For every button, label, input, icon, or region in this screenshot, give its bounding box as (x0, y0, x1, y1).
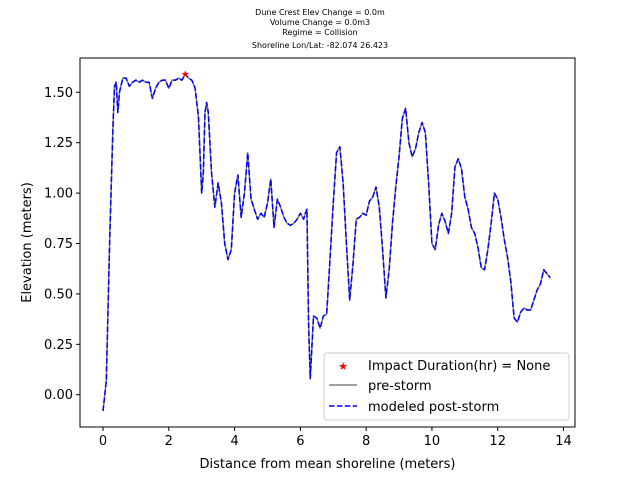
legend-item-pre-storm: pre-storm (368, 379, 432, 394)
x-tick-label: 8 (362, 434, 370, 449)
axes-frame (79, 57, 576, 428)
y-tick-label: 0.00 (44, 388, 73, 403)
x-tick-label: 4 (230, 434, 238, 449)
x-tick-label: 10 (424, 434, 441, 449)
legend-item-modeled-post-storm: modeled post-storm (368, 400, 499, 415)
x-axis: 0 2 4 6 8 10 12 14 (99, 427, 572, 449)
x-axis-label: Distance from mean shoreline (meters) (200, 457, 456, 472)
series-line-modeled-post-storm (102, 73, 551, 411)
plot-area: ★ (102, 70, 551, 411)
y-tick-label: 1.25 (44, 136, 73, 151)
y-tick-label: 1.50 (44, 86, 73, 101)
y-tick-label: 1.00 (44, 187, 73, 202)
chart-title-line-3: Regime = Collision (282, 28, 358, 37)
x-tick-label: 12 (489, 434, 506, 449)
y-tick-label: 0.25 (44, 338, 73, 353)
x-tick-label: 0 (99, 434, 107, 449)
x-tick-label: 14 (555, 434, 572, 449)
legend-star-icon: ★ (338, 360, 348, 373)
x-tick-label: 6 (296, 434, 304, 449)
y-axis-label: Elevation (meters) (20, 182, 35, 303)
impact-duration-star-marker: ★ (181, 70, 190, 81)
legend-item-impact-duration: Impact Duration(hr) = None (368, 359, 550, 374)
legend-box (323, 352, 570, 421)
y-axis: 0.00 0.25 0.50 0.75 1.00 1.25 1.50 (44, 86, 80, 403)
chart-title-line-4: Shoreline Lon/Lat: -82.074 26.423 (251, 41, 389, 50)
legend: ★ Impact Duration(hr) = None pre-storm m… (323, 352, 570, 421)
x-tick-label: 2 (165, 434, 173, 449)
chart-title-line-1: Dune Crest Elev Change = 0.0m (255, 8, 385, 17)
chart-title-line-2: Volume Change = 0.0m3 (269, 18, 371, 27)
y-tick-label: 0.50 (44, 287, 73, 302)
y-tick-label: 0.75 (44, 237, 73, 252)
